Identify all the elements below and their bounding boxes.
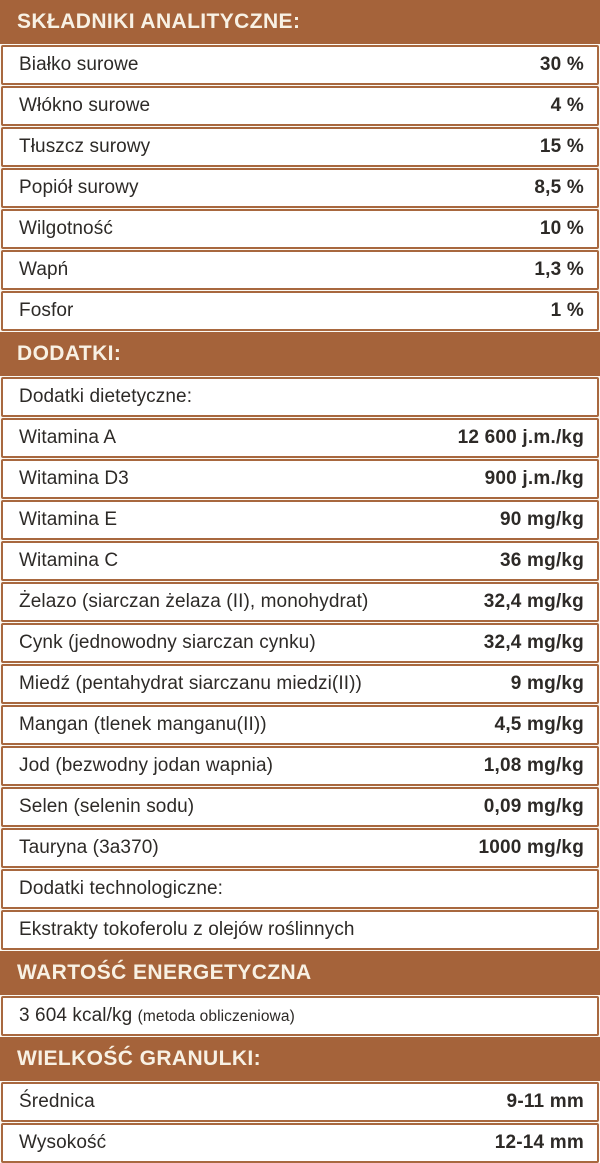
table-row-iodine: Jod (bezwodny jodan wapnia) 1,08 mg/kg [1,746,599,786]
table-row-crude-protein: Białko surowe 30 % [1,45,599,85]
row-label: Dodatki technologiczne: [19,878,224,899]
row-value: 32,4 mg/kg [483,591,584,612]
row-label: Wysokość [19,1132,107,1153]
table-row-iron: Żelazo (siarczan żelaza (II), monohydrat… [1,582,599,622]
row-label: Witamina E [19,509,118,530]
table-row-manganese: Mangan (tlenek manganu(II)) 4,5 mg/kg [1,705,599,745]
row-label: Wapń [19,259,69,280]
table-row-vitamin-c: Witamina C 36 mg/kg [1,541,599,581]
row-value: 12 600 j.m./kg [457,427,584,448]
energy-value: 3 604 kcal/kg [19,1005,133,1026]
row-label: Średnica [19,1091,95,1112]
row-label: Witamina D3 [19,468,129,489]
row-label: Witamina C [19,550,119,571]
table-row-taurine: Tauryna (3a370) 1000 mg/kg [1,828,599,868]
row-value: 4,5 mg/kg [494,714,584,735]
table-row-calcium: Wapń 1,3 % [1,250,599,290]
row-label: Dodatki dietetyczne: [19,386,193,407]
row-value: 15 % [539,136,584,157]
row-value: 4 % [550,95,584,116]
row-label: Mangan (tlenek manganu(II)) [19,714,267,735]
table-row-height: Wysokość 12-14 mm [1,1123,599,1163]
row-value: 1000 mg/kg [478,837,584,858]
table-row-vitamin-d3: Witamina D3 900 j.m./kg [1,459,599,499]
row-label: Żelazo (siarczan żelaza (II), monohydrat… [19,591,369,612]
table-row-zinc: Cynk (jednowodny siarczan cynku) 32,4 mg… [1,623,599,663]
table-row-vitamin-e: Witamina E 90 mg/kg [1,500,599,540]
table-row-crude-fat: Tłuszcz surowy 15 % [1,127,599,167]
row-label: Popiół surowy [19,177,139,198]
row-value: 900 j.m./kg [484,468,584,489]
section-header-label: SKŁADNIKI ANALITYCZNE: [17,10,301,33]
row-value: 10 % [539,218,584,239]
row-label: Selen (selenin sodu) [19,796,195,817]
row-value: 36 mg/kg [500,550,584,571]
section-header-energy-value: WARTOŚĆ ENERGETYCZNA [0,951,600,995]
row-value: 90 mg/kg [500,509,584,530]
table-row-crude-fiber: Włókno surowe 4 % [1,86,599,126]
section-header-granule-size: WIELKOŚĆ GRANULKI: [0,1037,600,1081]
row-label: Cynk (jednowodny siarczan cynku) [19,632,316,653]
row-value: 1,3 % [534,259,584,280]
row-value: 32,4 mg/kg [483,632,584,653]
row-label: Jod (bezwodny jodan wapnia) [19,755,274,776]
row-value: 9-11 mm [506,1091,584,1112]
section-header-label: WIELKOŚĆ GRANULKI: [17,1047,262,1070]
section-header-label: WARTOŚĆ ENERGETYCZNA [17,961,312,984]
table-row-moisture: Wilgotność 10 % [1,209,599,249]
table-row-dietary-additives-subheading: Dodatki dietetyczne: [1,377,599,417]
row-value: 9 mg/kg [510,673,584,694]
row-label: Wilgotność [19,218,113,239]
row-value: 1 % [550,300,584,321]
table-row-crude-ash: Popiół surowy 8,5 % [1,168,599,208]
row-label: Miedź (pentahydrat siarczanu miedzi(II)) [19,673,362,694]
table-row-energy-value: 3 604 kcal/kg (metoda obliczeniowa) [1,996,599,1036]
row-value: 30 % [539,54,584,75]
table-row-phosphorus: Fosfor 1 % [1,291,599,331]
row-label: Tauryna (3a370) [19,837,159,858]
row-value: 12-14 mm [494,1132,584,1153]
table-row-selenium: Selen (selenin sodu) 0,09 mg/kg [1,787,599,827]
table-row-vitamin-a: Witamina A 12 600 j.m./kg [1,418,599,458]
section-header-label: DODATKI: [17,342,122,365]
row-label: Tłuszcz surowy [19,136,151,157]
row-label: Witamina A [19,427,117,448]
row-label: Ekstrakty tokoferolu z olejów roślinnych [19,919,355,940]
energy-method-note: (metoda obliczeniowa) [137,1008,295,1025]
table-row-technological-additives-subheading: Dodatki technologiczne: [1,869,599,909]
section-header-analytical-components: SKŁADNIKI ANALITYCZNE: [0,0,600,44]
section-header-additives: DODATKI: [0,332,600,376]
table-row-diameter: Średnica 9-11 mm [1,1082,599,1122]
row-value: 1,08 mg/kg [483,755,584,776]
row-label: Fosfor [19,300,74,321]
row-label: Włókno surowe [19,95,151,116]
row-label: 3 604 kcal/kg (metoda obliczeniowa) [19,1005,295,1027]
table-row-tocopherol-extracts: Ekstrakty tokoferolu z olejów roślinnych [1,910,599,950]
row-label: Białko surowe [19,54,139,75]
row-value: 0,09 mg/kg [483,796,584,817]
table-row-copper: Miedź (pentahydrat siarczanu miedzi(II))… [1,664,599,704]
row-value: 8,5 % [534,177,584,198]
